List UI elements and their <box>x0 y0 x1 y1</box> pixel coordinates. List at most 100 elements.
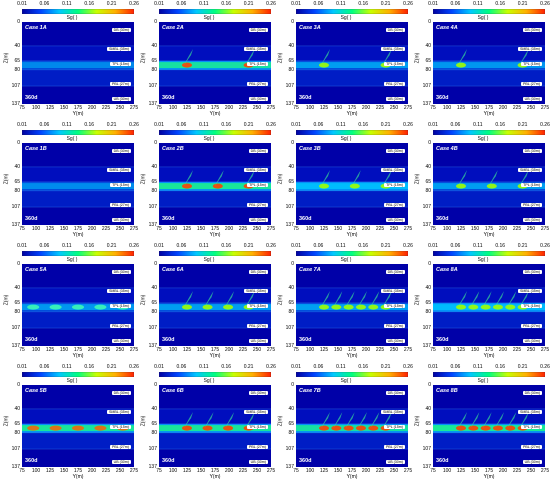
y-tick: 0 <box>291 261 294 267</box>
plume-spike <box>470 291 480 308</box>
layer-label: SMBL (35m) <box>106 168 131 172</box>
layer-label: TPL (15m) <box>384 425 405 429</box>
colorbar-tick: 0.21 <box>517 1 528 7</box>
x-tick: 275 <box>540 105 550 111</box>
colorbar-tick: 0.11 <box>62 364 72 370</box>
x-axis-label: Y(m) <box>209 232 221 238</box>
colorbar-tick: 0.06 <box>176 364 187 370</box>
plot-overlay: Case 4B 360d DB (30m) SMBL (35m) TPL (15m) PB… <box>433 143 545 225</box>
layer-band <box>296 45 408 61</box>
colorbar <box>433 130 545 135</box>
colorbar-tick: 0.06 <box>176 122 187 128</box>
x-tick: 275 <box>129 226 139 232</box>
x-tick: 200 <box>498 105 508 111</box>
x-tick: 100 <box>442 226 452 232</box>
colorbar <box>296 372 408 377</box>
plot-overlay: Case 8B 360d DB (30m) SMBL (35m) TPL (15m) PB… <box>433 385 545 467</box>
colorbar-tick: 0.11 <box>62 243 72 249</box>
layer-label: TPL (15m) <box>521 425 542 429</box>
x-tick: 75 <box>430 347 436 353</box>
layer-label: PBL (27m) <box>109 324 131 328</box>
x-tick: 250 <box>526 468 536 474</box>
chart-panel: 0.01 0.06 0.11 0.16 0.21 0.26 Sg( ) Case 2A 360d… <box>137 0 276 120</box>
saturation-hotspot <box>468 425 479 431</box>
y-tick: 0 <box>428 261 431 267</box>
x-tick: 250 <box>389 226 399 232</box>
saturation-hotspot <box>456 62 466 68</box>
saturation-hotspot <box>94 304 107 310</box>
case-title: Case 7B <box>299 388 321 394</box>
colorbar-tick: 0.21 <box>106 122 117 128</box>
colorbar-tick: 0.26 <box>266 364 276 370</box>
x-tick: 175 <box>484 347 494 353</box>
plume-spike <box>333 291 343 308</box>
layer-label: TPL (15m) <box>384 304 405 308</box>
layer-label: SMBL (35m) <box>380 47 405 51</box>
x-tick: 125 <box>319 226 329 232</box>
x-tick: 225 <box>512 347 522 353</box>
colorbar-tick: 0.11 <box>199 1 209 7</box>
colorbar-label: Sg( ) <box>66 378 78 384</box>
colorbar-gradient <box>22 130 134 135</box>
chart-panel: 0.01 0.06 0.11 0.16 0.21 0.26 Sg( ) Case 5B 360d… <box>0 363 139 483</box>
saturation-hotspot <box>456 183 466 189</box>
layer-band <box>296 166 408 182</box>
y-tick: 40 <box>425 284 431 291</box>
layer-label: PBL (27m) <box>246 445 268 449</box>
x-tick: 125 <box>45 105 55 111</box>
x-tick: 150 <box>59 468 69 474</box>
x-tick: 250 <box>389 105 399 111</box>
plume-spike <box>470 412 480 429</box>
colorbar-tick: 0.16 <box>221 364 232 370</box>
y-axis-label: Z(m) <box>3 415 10 427</box>
colorbar-tick: 0.06 <box>450 364 461 370</box>
layer-label: DB (30m) <box>111 149 131 153</box>
plot-overlay: Case 6A 360d DB (30m) SMBL (35m) TPL (15m) PB… <box>159 264 271 346</box>
y-tick: 80 <box>151 308 157 315</box>
x-axis-label: Y(m) <box>346 474 358 480</box>
colorbar-tick: 0.26 <box>266 243 276 249</box>
colorbar-label: Sg( ) <box>340 257 352 263</box>
y-axis-label: Z(m) <box>140 173 147 185</box>
layer-label: PBL (27m) <box>246 324 268 328</box>
y-tick: 137 <box>148 101 157 107</box>
plume-spike <box>345 412 355 429</box>
layer-label: TPL (15m) <box>247 62 268 66</box>
y-tick: 0 <box>291 19 294 25</box>
x-tick: 225 <box>238 347 248 353</box>
x-tick: 250 <box>252 347 262 353</box>
layer-label: TPL (15m) <box>110 425 131 429</box>
day-label: 360d <box>162 458 175 464</box>
plume-spike <box>204 412 214 429</box>
day-label: 360d <box>25 95 38 101</box>
x-tick: 75 <box>156 105 162 111</box>
saturation-hotspot <box>355 425 366 431</box>
plume-spike <box>370 412 380 429</box>
x-tick: 250 <box>115 226 125 232</box>
colorbar-tick: 0.06 <box>39 122 50 128</box>
colorbar-label: Sg( ) <box>203 257 215 263</box>
colorbar-tick: 0.01 <box>17 243 27 249</box>
colorbar-label: Sg( ) <box>340 15 352 21</box>
y-tick: 107 <box>285 446 294 453</box>
saturation-hotspot <box>319 62 329 68</box>
chart-panel: 0.01 0.06 0.11 0.16 0.21 0.26 Sg( ) Case 1B 360d… <box>0 121 139 241</box>
y-tick: 107 <box>422 325 431 332</box>
y-axis-label: Z(m) <box>277 52 284 64</box>
y-tick: 80 <box>151 187 157 194</box>
y-tick: 65 <box>288 178 294 185</box>
y-tick: 137 <box>148 464 157 470</box>
layer-band <box>433 311 545 329</box>
x-tick: 150 <box>470 468 480 474</box>
day-label: 360d <box>436 458 449 464</box>
saturation-hotspot <box>72 304 84 310</box>
layer-label: DB (30m) <box>111 28 131 32</box>
colorbar-gradient <box>433 130 545 135</box>
heatmap-plot <box>159 22 271 104</box>
x-tick: 75 <box>156 226 162 232</box>
colorbar-tick: 0.06 <box>39 243 50 249</box>
y-axis-label: Z(m) <box>414 415 421 427</box>
layer-label: TPL (15m) <box>384 183 405 187</box>
y-tick: 65 <box>425 299 431 306</box>
x-tick: 200 <box>87 468 97 474</box>
